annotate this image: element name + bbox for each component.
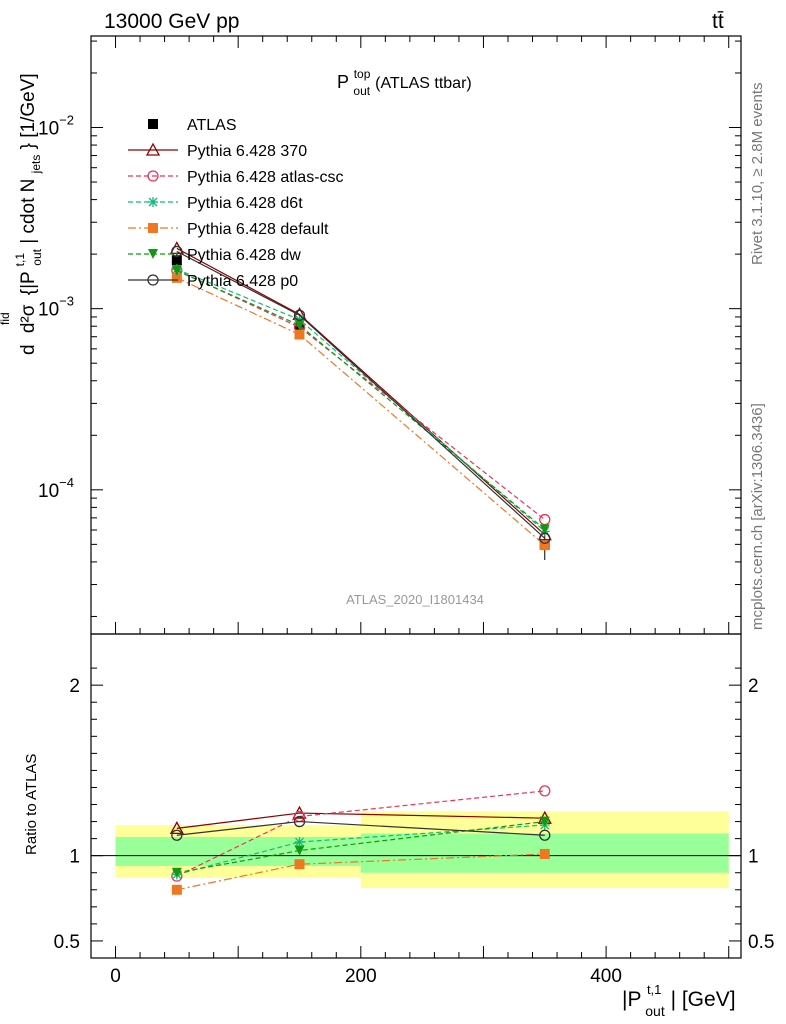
series-3 [171,264,550,537]
rivet-label: Rivet 3.1.10, ≥ 2.8M events [749,83,766,266]
title-sub: out [353,84,370,98]
ratio-point [171,867,182,878]
legend-marker [147,274,159,286]
main-y-tick-label: 10−2 [38,113,74,140]
legend-label: Pythia 6.428 p0 [187,273,298,290]
title-p: P [337,72,349,92]
series-line-5 [176,270,546,530]
series-0 [171,252,550,560]
legend-marker [148,197,158,207]
data-point [293,309,306,321]
svg-text:fid: fid [0,312,12,325]
ratio-band-inner-0 [115,836,361,866]
ratio-y-tick-label: 0.5 [54,932,80,953]
main-series-group [169,241,552,560]
energy-label: 13000 GeV pp [104,10,239,33]
legend-marker [145,142,161,156]
ratio-point [539,785,551,797]
ratio-point [294,859,305,870]
ratio-y-tick-label-right: 1 [748,847,759,868]
legend-label: Pythia 6.428 370 [187,143,307,160]
data-point [539,524,550,535]
legend-label: Pythia 6.428 dw [187,247,301,264]
data-point [171,245,183,258]
ratio-y-tick-label: 2 [69,676,80,697]
axis-frames [90,35,742,959]
ratio-point [171,884,182,895]
process-label: tt̄ [712,10,724,33]
x-tick-label: 200 [345,966,377,987]
legend: ATLAS Pythia 6.428 370 Pythia 6.428 atlas-… [128,117,344,290]
axis-ticks: 10−2 10−3 10−4 0 200 400 0.5 0.5 1 1 2 2 [38,36,774,987]
legend-marker [148,223,158,233]
data-point [539,540,550,551]
series-6 [171,245,551,544]
ratio-line-0 [176,812,545,829]
svg-text:d d²σ {|P t,: d d²σ {|P t,1 out | cdot N jets } [1/GeV… [8,73,46,355]
ratio-point [169,821,184,835]
data-point [294,320,305,331]
legend-entry-4: Pythia 6.428 default [128,221,329,238]
series-5 [171,265,550,535]
legend-entry-0: ATLAS [148,117,237,134]
main-plot-title: P top out (ATLAS ttbar) [337,62,472,99]
legend-marker [148,249,158,259]
ratio-series-group [169,785,552,895]
data-point [294,329,305,340]
legend-label: ATLAS [187,117,237,134]
ratio-line-5 [176,820,545,836]
ratio-point [539,829,551,841]
ratio-point [294,837,305,848]
ratio-frame [90,633,742,959]
series-line-3 [176,268,546,532]
legend-entry-1: Pythia 6.428 370 [128,142,307,160]
title-suffix: (ATLAS ttbar) [375,75,472,92]
data-point [539,532,551,544]
x-tick-label: 0 [110,966,121,987]
x-axis-label: |P t,1 out | [GeV] [622,976,736,1021]
ratio-point [293,815,306,828]
series-line-4 [176,277,546,546]
ratio-line-3 [176,853,545,891]
data-point [539,513,551,526]
ratio-point [171,829,183,841]
legend-label: Pythia 6.428 atlas-csc [187,169,344,186]
legend-entry-2: Pythia 6.428 atlas-csc [128,169,344,186]
ratio-point [294,845,305,856]
legend-entry-3: Pythia 6.428 d6t [128,195,303,212]
data-point [171,255,182,266]
ratio-point [539,848,550,859]
legend-label: Pythia 6.428 d6t [187,195,303,212]
title-sup: top [354,67,371,81]
series-4 [171,272,550,551]
ratio-y-tick-label-right: 2 [748,676,759,697]
ratio-y-axis-label: Ratio to ATLAS [23,754,40,855]
legend-entry-5: Pythia 6.428 dw [128,247,301,264]
mcplots-label: mcplots.cern.ch [arXiv:1306.3436] [749,403,766,630]
series-line-2 [176,269,546,521]
data-point [171,265,182,276]
ratio-uncertainty-bands [115,811,729,889]
main-y-tick-label: 10−3 [38,294,74,321]
legend-label: Pythia 6.428 default [187,221,329,238]
ratio-y-tick-label-right: 0.5 [748,932,774,953]
x-tick-label: 400 [590,966,622,987]
ratio-series-3 [171,848,550,895]
legend-entry-6: Pythia 6.428 p0 [128,273,298,290]
ratio-series-5 [171,815,551,841]
analysis-tag: ATLAS_2020_I1801434 [346,592,484,607]
legend-marker [148,119,158,129]
main-y-tick-label: 10−4 [38,475,74,502]
series-line-6 [176,250,546,539]
ratio-point [539,816,550,827]
ratio-y-tick-label: 1 [69,847,80,868]
main-y-axis-label: d d²σ {|P t,1 out | cdot N jets } [1/GeV… [0,73,46,355]
legend-marker [147,170,159,182]
data-point [171,272,182,283]
